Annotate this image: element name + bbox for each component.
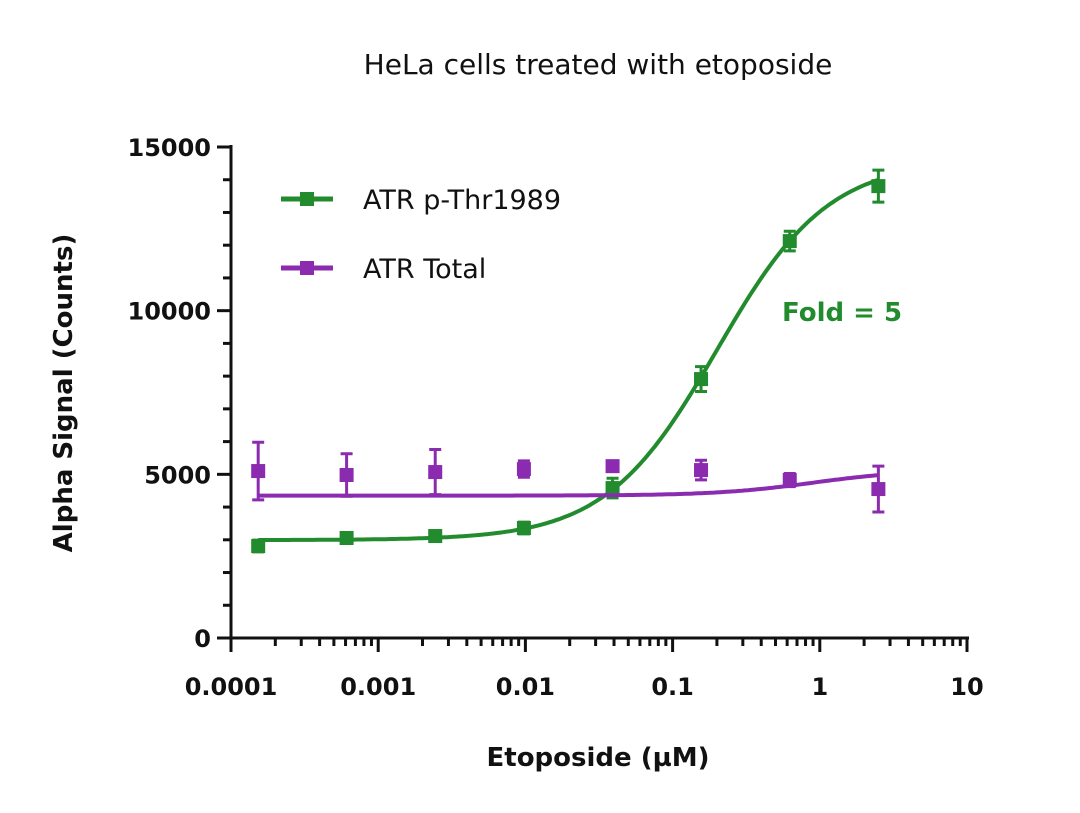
data-point — [516, 521, 531, 536]
y-tick-label: 15000 — [128, 134, 212, 162]
legend: ATR p-Thr1989 ATR Total — [281, 185, 561, 285]
data-point — [605, 481, 620, 496]
data-point — [516, 462, 531, 477]
x-tick-label: 0.0001 — [185, 673, 278, 701]
axes: 0 5000 10000 15000 0.0001 0.001 0.01 0.1 1 10 — [128, 134, 984, 701]
chart-title: HeLa cells treated with etoposide — [364, 48, 833, 81]
data-point — [339, 467, 354, 482]
x-tick-label: 10 — [950, 673, 983, 701]
x-tick-label: 0.1 — [651, 673, 694, 701]
data-point — [251, 464, 266, 479]
fit-curve — [258, 473, 879, 498]
data-point — [694, 463, 709, 478]
x-tick-label: 0.01 — [496, 673, 555, 701]
x-axis-title: Etoposide (µM) — [487, 743, 710, 773]
fit-curve — [258, 177, 880, 542]
y-tick-label: 10000 — [128, 298, 212, 326]
y-tick-label: 5000 — [144, 461, 211, 489]
x-tick-label: 1 — [811, 673, 828, 701]
data-point — [782, 234, 797, 249]
data-point — [871, 179, 886, 194]
series-atr-total — [251, 440, 886, 514]
legend-label: ATR Total — [363, 254, 486, 285]
legend-label: ATR p-Thr1989 — [363, 185, 561, 216]
data-point — [339, 530, 354, 545]
data-point — [782, 473, 797, 488]
data-point — [694, 372, 709, 387]
data-point — [871, 482, 886, 497]
y-axis-title: Alpha Signal (Counts) — [49, 234, 79, 553]
data-point — [428, 465, 443, 480]
plot-area — [251, 168, 886, 554]
legend-marker — [300, 261, 314, 275]
data-point — [251, 539, 266, 554]
x-tick-label: 0.001 — [340, 673, 416, 701]
data-point — [428, 529, 443, 544]
fold-annotation: Fold = 5 — [782, 298, 902, 328]
series-atr-p-thr1989 — [251, 168, 886, 554]
data-point — [605, 459, 620, 474]
y-tick-label: 0 — [194, 625, 211, 653]
legend-marker — [300, 192, 314, 206]
